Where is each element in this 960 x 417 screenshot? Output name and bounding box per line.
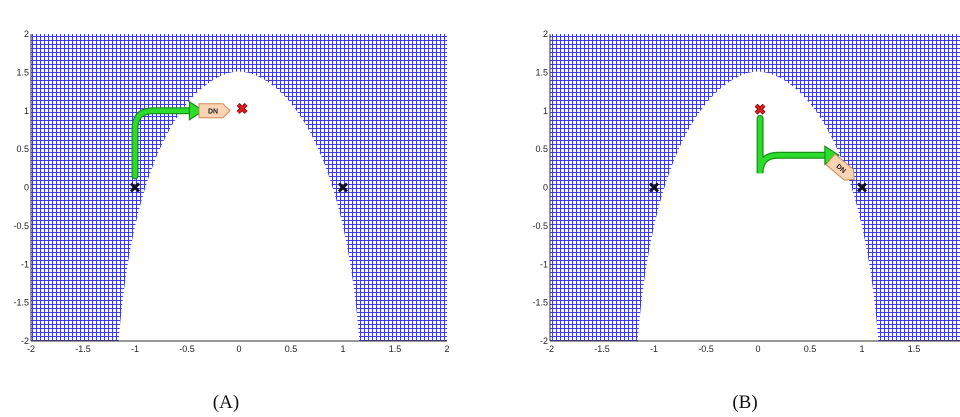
y-tick-label: -1 — [540, 259, 548, 269]
y-tick-label: 1 — [543, 106, 548, 116]
y-tick-label: 1 — [24, 106, 29, 116]
dn-tag: DN — [198, 103, 231, 119]
x-tick-label: 1.5 — [389, 344, 402, 354]
x-tick-label: -1 — [131, 344, 139, 354]
y-tick-label: 1.5 — [16, 67, 29, 77]
x-tick-label: 0.5 — [804, 344, 817, 354]
arrow-shaft — [757, 116, 830, 174]
panel-b: -2 -1.5 -1 -0.5 0 0.5 1 1.5 2 -2 -1.5 -1 -0.5 0 0.5 1 1.… — [532, 29, 960, 354]
black-x-marker — [648, 182, 660, 193]
y-tick-label: -2 — [540, 336, 548, 346]
y-tick-label: 2 — [543, 29, 548, 39]
x-tick-label: -1 — [650, 344, 658, 354]
x-tick-label: 1.5 — [908, 344, 921, 354]
panel-a: -2 -1.5 -1 -0.5 0 0.5 1 1.5 2 -2 -1.5 -1 -0.5 0 0.5 1 1.… — [13, 29, 449, 354]
x-tick-label: -1.5 — [594, 344, 610, 354]
x-tick-label: 0 — [236, 344, 241, 354]
arrow-head — [188, 100, 205, 121]
x-tick-label: 2 — [444, 344, 449, 354]
x-tick-label: 0 — [755, 344, 760, 354]
y-tick-label: -0.5 — [532, 221, 548, 231]
dn-tag-shape — [198, 103, 231, 119]
black-x-marker — [856, 182, 868, 193]
black-x-marker — [129, 182, 141, 193]
black-x-marker — [337, 182, 349, 193]
dn-tag-shape — [825, 153, 855, 181]
x-tick-label: -2 — [546, 344, 554, 354]
feasible-region — [118, 71, 360, 342]
y-tick-label: 0 — [24, 183, 29, 193]
caption-b: (B) — [732, 392, 757, 413]
dn-tag-label: DN — [834, 163, 846, 175]
x-tick-label: -0.5 — [698, 344, 714, 354]
arrow-shaft — [132, 108, 194, 179]
y-tick-label: -2 — [21, 336, 29, 346]
x-tick-label: 1 — [340, 344, 345, 354]
red-x-marker — [236, 103, 248, 114]
x-tick-label: -2 — [27, 344, 35, 354]
x-tick-label: -1.5 — [75, 344, 91, 354]
dn-tag-label: DN — [208, 108, 218, 115]
y-tick-label: -1 — [21, 259, 29, 269]
y-tick-label: -0.5 — [13, 221, 29, 231]
y-tick-label: -1.5 — [13, 298, 29, 308]
feasible-region — [637, 71, 879, 342]
y-tick-label: 0.5 — [535, 144, 548, 154]
red-x-marker — [754, 103, 766, 115]
x-tick-label: -0.5 — [179, 344, 195, 354]
x-tick-label: 0.5 — [285, 344, 298, 354]
y-tick-label: 0 — [543, 183, 548, 193]
caption-a: (A) — [213, 392, 239, 413]
y-tick-label: 0.5 — [16, 144, 29, 154]
y-tick-label: -1.5 — [532, 298, 548, 308]
y-tick-label: 2 — [24, 29, 29, 39]
x-tick-label: 1 — [859, 344, 864, 354]
y-tick-label: 1.5 — [535, 67, 548, 77]
dn-tag: DN — [825, 153, 855, 181]
